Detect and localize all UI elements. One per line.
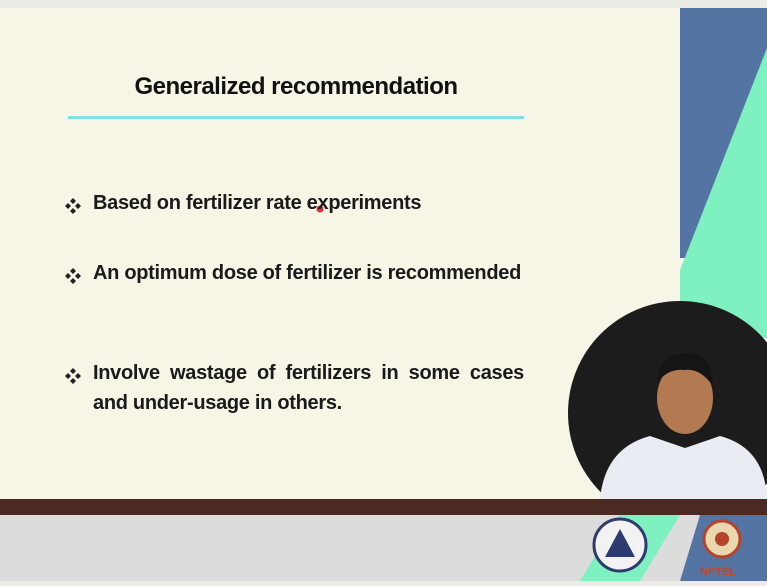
bullet-icon (64, 197, 82, 215)
bullet-item: Based on fertilizer rate experiments (64, 188, 524, 218)
title-underline (68, 116, 524, 119)
page: Generalized recommendation Based on fert… (0, 0, 767, 581)
slide: Generalized recommendation Based on fert… (0, 8, 767, 499)
footer (0, 515, 767, 581)
bullet-icon (64, 267, 82, 285)
bullet-text: Based on fertilizer rate experiments (93, 188, 524, 218)
slide-title: Generalized recommendation (68, 73, 524, 101)
footer-logos (0, 515, 767, 581)
bullet-icon (64, 367, 82, 385)
logo-text: NPTEL (700, 566, 736, 578)
footer-bar (0, 499, 767, 515)
nptel-logo-core (715, 532, 729, 546)
bullet-item: An optimum dose of fertilizer is recomme… (64, 258, 524, 288)
bullet-text: Involve wastage of fertilizers in some c… (93, 358, 524, 418)
bullet-item: Involve wastage of fertilizers in some c… (64, 358, 524, 418)
bullet-text: An optimum dose of fertilizer is recomme… (93, 258, 524, 288)
